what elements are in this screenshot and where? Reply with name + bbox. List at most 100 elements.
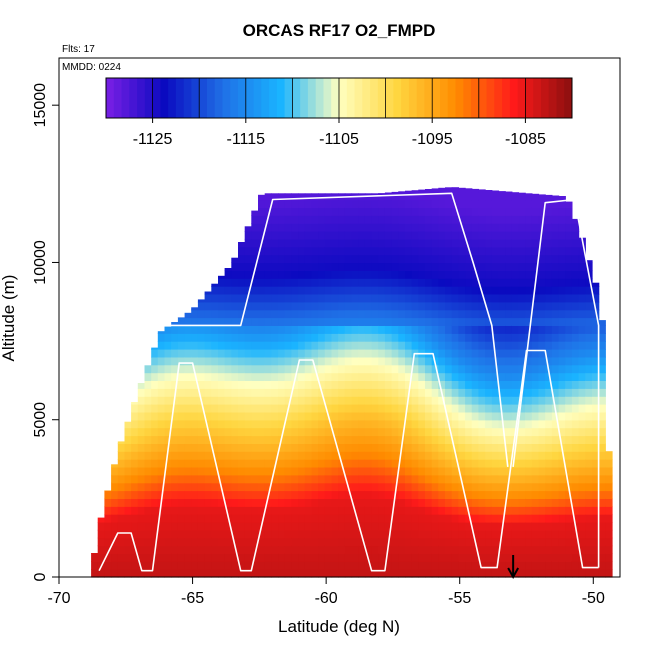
heatmap-cell	[324, 364, 333, 374]
heatmap-cell	[271, 193, 279, 201]
heatmap-cell	[565, 459, 573, 468]
heatmap-cell	[531, 482, 540, 492]
heatmap-cell	[418, 207, 426, 216]
colorbar-swatch	[509, 78, 519, 118]
heatmap-cell	[438, 349, 446, 358]
heatmap-cell	[431, 333, 439, 342]
heatmap-cell	[344, 333, 353, 342]
heatmap-cell	[425, 301, 433, 311]
heatmap-cell	[278, 356, 286, 366]
heatmap-cell	[238, 474, 246, 484]
heatmap-cell	[405, 372, 413, 381]
heatmap-cell	[578, 506, 586, 515]
heatmap-cell	[304, 317, 313, 326]
heatmap-cell	[445, 459, 453, 468]
colorbar-swatch	[533, 78, 542, 118]
heatmap-cell	[411, 356, 419, 366]
heatmap-cell	[318, 553, 326, 562]
heatmap-cell	[144, 365, 152, 374]
heatmap-cell	[384, 569, 393, 578]
heatmap-cell	[598, 537, 606, 547]
heatmap-cell	[425, 238, 433, 248]
heatmap-cell	[378, 451, 386, 460]
heatmap-cell	[291, 207, 299, 216]
heatmap-cell	[451, 278, 459, 287]
heatmap-cell	[445, 537, 453, 547]
heatmap-cell	[151, 506, 159, 515]
heatmap-cell	[184, 356, 192, 366]
heatmap-cell	[364, 419, 373, 429]
heatmap-cell	[545, 199, 553, 208]
heatmap-cell	[331, 451, 339, 460]
heatmap-cell	[438, 561, 446, 570]
heatmap-cell	[271, 278, 279, 287]
heatmap-cell	[358, 388, 366, 397]
heatmap-cell	[465, 514, 473, 523]
heatmap-cell	[171, 322, 179, 326]
heatmap-cell	[304, 301, 313, 311]
heatmap-cell	[545, 427, 553, 437]
heatmap-cell	[478, 553, 486, 562]
heatmap-cell	[311, 317, 319, 326]
heatmap-cell	[344, 246, 353, 256]
heatmap-cell	[298, 561, 306, 570]
heatmap-cell	[177, 435, 186, 444]
heatmap-cell	[431, 404, 439, 413]
heatmap-cell	[405, 435, 413, 444]
heatmap-cell	[124, 553, 132, 562]
heatmap-cell	[311, 333, 319, 342]
heatmap-cell	[558, 372, 566, 381]
heatmap-cell	[238, 388, 246, 397]
heatmap-cell	[538, 262, 546, 271]
heatmap-cell	[565, 443, 573, 452]
heatmap-cell	[498, 537, 506, 547]
heatmap-cell	[451, 246, 459, 256]
heatmap-cell	[157, 331, 166, 334]
heatmap-cell	[291, 262, 299, 271]
heatmap-cell	[144, 411, 152, 421]
heatmap-cell	[197, 506, 206, 515]
heatmap-cell	[164, 435, 172, 444]
heatmap-cell	[351, 278, 359, 287]
heatmap-cell	[144, 506, 152, 515]
heatmap-cell	[558, 254, 566, 264]
heatmap-cell	[551, 309, 560, 319]
heatmap-cell	[304, 569, 313, 578]
heatmap-cell	[291, 396, 299, 405]
y-tick-label: 10000	[32, 240, 49, 285]
heatmap-cell	[224, 561, 232, 570]
heatmap-cell	[271, 238, 279, 248]
heatmap-cell	[144, 427, 152, 437]
heatmap-cell	[251, 325, 259, 334]
heatmap-cell	[411, 246, 419, 256]
heatmap-cell	[565, 301, 573, 311]
heatmap-cell	[478, 482, 486, 492]
heatmap-cell	[491, 522, 500, 531]
heatmap-cell	[605, 498, 613, 507]
heatmap-cell	[278, 317, 286, 326]
heatmap-cell	[438, 187, 446, 193]
heatmap-cell	[525, 238, 533, 248]
heatmap-cell	[605, 553, 613, 562]
heatmap-cell	[511, 506, 520, 515]
heatmap-cell	[405, 293, 413, 303]
heatmap-cell	[378, 199, 386, 208]
heatmap-cell	[478, 443, 486, 452]
heatmap-cell	[465, 396, 473, 405]
heatmap-cell	[298, 482, 306, 492]
heatmap-cell	[471, 364, 479, 374]
heatmap-cell	[511, 553, 520, 562]
heatmap-cell	[458, 443, 466, 452]
heatmap-cell	[505, 215, 513, 224]
heatmap-cell	[431, 301, 439, 311]
heatmap-cell	[271, 545, 279, 554]
heatmap-cell	[238, 246, 246, 256]
heatmap-cell	[358, 396, 366, 405]
heatmap-cell	[511, 349, 520, 358]
colorbar-swatch	[261, 78, 270, 118]
chart-title: ORCAS RF17 O2_FMPD	[243, 21, 436, 40]
heatmap-cell	[304, 325, 313, 334]
heatmap-cell	[224, 545, 232, 554]
heatmap-cell	[558, 231, 566, 240]
heatmap-cell	[264, 193, 272, 201]
